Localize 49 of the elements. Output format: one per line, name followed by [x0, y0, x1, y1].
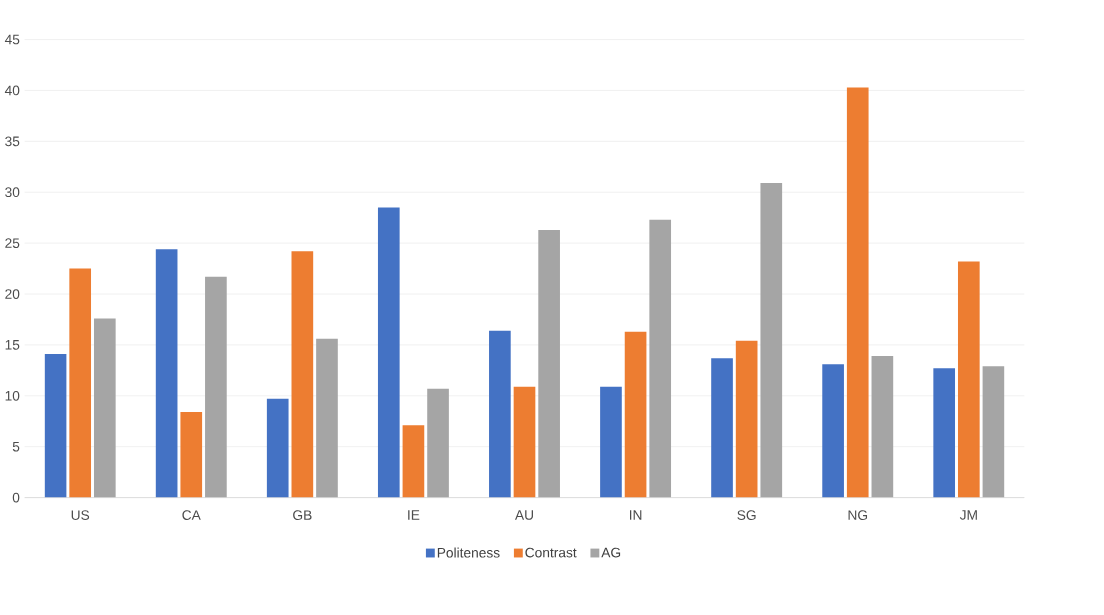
bar	[846, 87, 869, 498]
bar	[180, 412, 203, 498]
bar	[624, 331, 647, 498]
y-tick-label: 45	[4, 34, 20, 45]
bar	[93, 318, 116, 498]
x-tick-label: JM	[959, 510, 977, 521]
bar	[735, 341, 758, 498]
bar	[377, 207, 400, 498]
y-tick-label: 25	[5, 238, 20, 249]
x-tick-label: SG	[737, 510, 756, 521]
x-tick-label: IN	[629, 510, 642, 520]
bar	[760, 183, 783, 498]
bar	[822, 364, 844, 498]
bar	[871, 356, 894, 498]
legend-label: Contrast	[525, 547, 577, 558]
bar	[933, 368, 956, 498]
y-tick-label: 5	[12, 442, 20, 452]
y-tick-label: 30	[5, 187, 20, 198]
x-tick-label: NG	[848, 510, 868, 521]
bar	[291, 251, 314, 498]
bar	[427, 388, 449, 498]
y-tick-label: 20	[5, 289, 20, 300]
bar	[402, 425, 425, 498]
bar	[44, 354, 67, 498]
bar	[957, 261, 980, 498]
y-tick-label: 15	[5, 340, 20, 350]
x-tick-label: IE	[408, 510, 420, 520]
bar	[513, 386, 536, 498]
y-tick-label: 10	[5, 391, 20, 401]
bar	[69, 268, 92, 498]
bar	[982, 366, 1005, 498]
x-tick-label: AU	[514, 510, 533, 521]
x-tick-label: GB	[293, 510, 312, 521]
bar	[711, 358, 733, 498]
bar	[538, 230, 560, 498]
legend-label: AG	[601, 547, 621, 558]
y-tick-label: 40	[4, 85, 20, 96]
bar	[600, 386, 622, 498]
bar	[489, 330, 511, 498]
y-tick-label: 35	[5, 136, 20, 147]
legend-label: Politeness	[437, 547, 500, 558]
bar	[155, 249, 178, 498]
bar	[266, 399, 289, 498]
y-tick-label: 0	[12, 492, 20, 503]
bar	[316, 338, 338, 498]
bar	[205, 276, 227, 498]
x-tick-label: US	[71, 510, 90, 521]
x-tick-label: CA	[182, 510, 201, 521]
bar	[649, 219, 672, 498]
